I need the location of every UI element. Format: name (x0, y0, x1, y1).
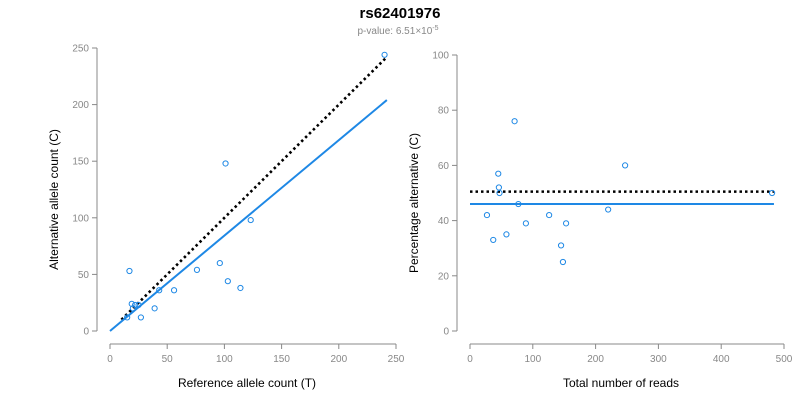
data-point (557, 242, 565, 249)
x-tick-label: 100 (524, 354, 541, 365)
x-axis-label: Reference allele count (T) (178, 376, 316, 390)
y-tick-label: 0 (83, 327, 89, 338)
x-tick-label: 0 (107, 354, 113, 365)
y-tick-label: 250 (72, 44, 89, 55)
data-point (483, 211, 491, 219)
x-tick-label: 50 (162, 354, 174, 365)
y-tick-label: 50 (78, 270, 90, 281)
x-tick-label: 0 (467, 354, 473, 365)
x-tick-label: 100 (216, 354, 233, 365)
data-point (381, 51, 388, 58)
data-point (495, 170, 502, 177)
x-tick-label: 200 (587, 354, 604, 365)
x-tick-label: 250 (388, 354, 405, 365)
data-point (496, 189, 503, 197)
chart-subtitle: p-value: 6.51×10-5 (357, 25, 438, 37)
data-point (222, 160, 229, 167)
y-tick-label: 200 (72, 100, 89, 111)
data-point (151, 305, 158, 312)
data-point (224, 278, 231, 285)
x-tick-label: 500 (776, 354, 793, 365)
data-point (511, 118, 518, 125)
data-point (622, 162, 629, 169)
x-tick-label: 400 (713, 354, 730, 365)
data-point (135, 301, 142, 309)
data-point (546, 211, 553, 219)
percentage-scatter: 0 100 200 300 400 500 0 20 40 60 80 100 Total number… (407, 51, 793, 391)
y-axis-label: Percentage alternative (C) (407, 133, 421, 273)
fitted-line (109, 99, 388, 332)
y-tick-label: 100 (72, 213, 89, 224)
data-point (562, 220, 570, 227)
chart-title: rs62401976 (360, 5, 441, 22)
y-tick-label: 0 (443, 327, 449, 338)
data-point (126, 267, 133, 275)
data-point (247, 216, 254, 224)
data-point (193, 266, 201, 273)
data-point (156, 287, 163, 294)
y-axis-label: Alternative allele count (C) (47, 129, 61, 270)
y-tick-label: 60 (438, 161, 450, 172)
data-point (768, 189, 776, 197)
pvalue-prefix: p-value: 6.51 (357, 26, 415, 37)
x-tick-label: 150 (273, 354, 290, 365)
data-point (237, 284, 244, 292)
pvalue-base: 10 (421, 26, 433, 37)
data-point (137, 314, 144, 321)
allele-count-scatter: 0 50 100 150 200 250 0 50 100 150 200 250 Reference … (47, 44, 405, 391)
data-point (605, 206, 612, 213)
y-tick-label: 20 (438, 271, 450, 282)
data-point (490, 236, 497, 244)
y-tick-label: 40 (438, 216, 450, 227)
pvalue-exponent: -5 (432, 25, 438, 32)
y-tick-label: 100 (432, 51, 449, 62)
x-tick-label: 300 (650, 354, 667, 365)
data-point (124, 314, 131, 321)
data-point (170, 287, 178, 294)
x-tick-label: 200 (330, 354, 347, 365)
data-point (216, 259, 223, 267)
pvalue-times: × (415, 26, 421, 37)
data-point (503, 231, 510, 238)
y-tick-label: 150 (72, 157, 89, 168)
y-tick-label: 80 (438, 106, 450, 117)
data-point (132, 301, 139, 309)
expected-ratio-line (120, 56, 388, 321)
data-point (515, 200, 522, 208)
data-point (559, 258, 567, 266)
data-point (522, 220, 529, 227)
data-point (495, 184, 502, 191)
x-axis-label: Total number of reads (563, 376, 679, 390)
